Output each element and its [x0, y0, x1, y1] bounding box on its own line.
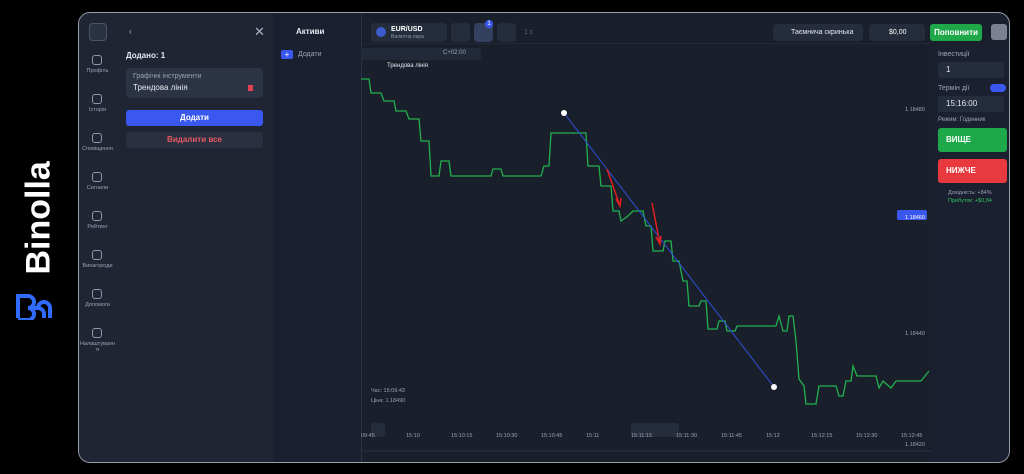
tool-card: Графічні інструменти Трендова лінія	[126, 68, 263, 98]
profit: Прибуток: +$0,84	[948, 198, 992, 204]
expiry-label: Термін дії	[938, 85, 970, 92]
sidebar-icon[interactable]	[92, 172, 102, 182]
price-line	[361, 78, 930, 405]
time-label: 15:10:15	[451, 433, 473, 439]
app-icon[interactable]	[89, 23, 107, 41]
time-label: 15:10:45	[541, 433, 563, 439]
investment-label: Інвестиції	[938, 51, 970, 58]
time-label: 15:12	[766, 433, 780, 439]
trade-panel: Інвестиції 1 Термін дії 15:16:00 Режим: …	[931, 43, 1009, 462]
sidebar-icon[interactable]	[92, 328, 102, 338]
pair-type: Валютна пара	[391, 34, 424, 40]
drawings-panel: ‹ ✕ Додано: 1 Графічні інструменти Тренд…	[116, 13, 273, 462]
drawing-toolbar	[361, 48, 481, 60]
assets-add[interactable]: Додати	[298, 51, 322, 58]
badge: 1	[485, 20, 493, 28]
brand-logo	[14, 290, 54, 322]
price-label: 1.18420	[905, 442, 925, 448]
mystery-box[interactable]: Таємнича скринька	[773, 24, 863, 41]
time-label: 15:11:30	[676, 433, 698, 439]
sidebar-icon[interactable]	[92, 250, 102, 260]
tool-name: Трендова лінія	[387, 63, 429, 69]
time-label: 15:10:30	[496, 433, 518, 439]
zoom-controls[interactable]	[631, 423, 679, 437]
sidebar-icon[interactable]	[92, 211, 102, 221]
sidebar-label[interactable]: Історія	[88, 107, 107, 113]
current-price-bg	[897, 210, 927, 220]
time-label: 15:11:45	[721, 433, 743, 439]
card-label: Графічні інструменти	[133, 73, 202, 80]
sidebar-label[interactable]: Рейтинг	[87, 224, 108, 230]
trend-handle[interactable]	[771, 384, 777, 390]
pair-selector[interactable]: EUR/USD Валютна пара	[371, 23, 447, 42]
back-icon[interactable]: ‹	[129, 27, 132, 36]
down-button[interactable]: НИЖЧЕ	[938, 159, 1007, 183]
info-time: Час: 15:09:43	[371, 388, 405, 394]
price-label: 1.18440	[905, 331, 925, 337]
time-label: 15:11:15	[631, 433, 653, 439]
trend-line[interactable]	[563, 112, 775, 388]
sidebar-icon[interactable]	[92, 94, 102, 104]
expiry-input[interactable]: 15:16:00	[938, 96, 1004, 112]
trend-handle[interactable]	[561, 110, 567, 116]
delete-all-button[interactable]: Видалити все	[126, 132, 263, 148]
price-label: 1.18460	[905, 215, 925, 221]
balance[interactable]: $0,00	[869, 24, 925, 41]
time-label: 15:12:45	[901, 433, 923, 439]
sidebar-label[interactable]: Допомога	[85, 302, 110, 308]
settings-button[interactable]	[371, 423, 385, 437]
panel-title: Додано: 1	[126, 51, 166, 60]
time-label: 15:10	[406, 433, 420, 439]
investment-input[interactable]: 1	[938, 62, 1004, 78]
app-frame: Профіль Історія Сповіщення Сигнали Рейтинг Ви…	[78, 12, 1010, 463]
card-item[interactable]: Трендова лінія	[133, 83, 188, 92]
price-label: 1.18480	[905, 107, 925, 113]
brand-name: Binolla	[19, 161, 58, 275]
chart	[361, 43, 931, 452]
delete-icon[interactable]	[248, 85, 253, 91]
sidebar-label[interactable]: Винагороди	[82, 263, 113, 269]
time-label: 15:12:15	[811, 433, 833, 439]
add-button[interactable]: Додати	[126, 110, 263, 126]
sidebar-label[interactable]: Налаштування	[79, 341, 116, 353]
assets-title: Активи	[296, 27, 325, 36]
sidebar-label[interactable]: Сповіщення	[82, 146, 113, 152]
time-label: 15:11	[586, 433, 600, 439]
close-icon[interactable]: ✕	[254, 24, 265, 39]
sidebar-icon[interactable]	[92, 55, 102, 65]
assets-panel: Активи + Додати	[273, 13, 362, 462]
info-price: Ціна: 1.18490	[371, 398, 406, 404]
flag	[376, 27, 386, 37]
red-arrow	[606, 168, 662, 247]
timezone: C+02:00	[443, 50, 466, 56]
mode: Режим: Годинник	[938, 117, 986, 123]
sidebar-label[interactable]: Профіль	[86, 68, 109, 74]
timeframe[interactable]: 1 с	[524, 29, 534, 36]
time-label: 09:45	[361, 433, 375, 439]
time-label: 15:12:30	[856, 433, 878, 439]
deposit-button[interactable]: Поповнити	[930, 24, 982, 41]
chart-type[interactable]	[451, 23, 470, 42]
yield: Дохідність: +84%	[948, 190, 992, 196]
up-button[interactable]: ВИЩЕ	[938, 128, 1007, 152]
add-icon[interactable]: +	[281, 50, 293, 59]
pair: EUR/USD	[391, 26, 423, 33]
drawings[interactable]	[497, 23, 516, 42]
toggle[interactable]	[990, 84, 1006, 92]
sidebar-icon[interactable]	[92, 133, 102, 143]
sidebar: Профіль Історія Сповіщення Сигнали Рейтинг Ви…	[79, 13, 117, 462]
logo-icon	[16, 294, 52, 322]
sidebar-icon[interactable]	[92, 289, 102, 299]
avatar[interactable]	[991, 24, 1007, 40]
sidebar-label[interactable]: Сигнали	[86, 185, 109, 191]
